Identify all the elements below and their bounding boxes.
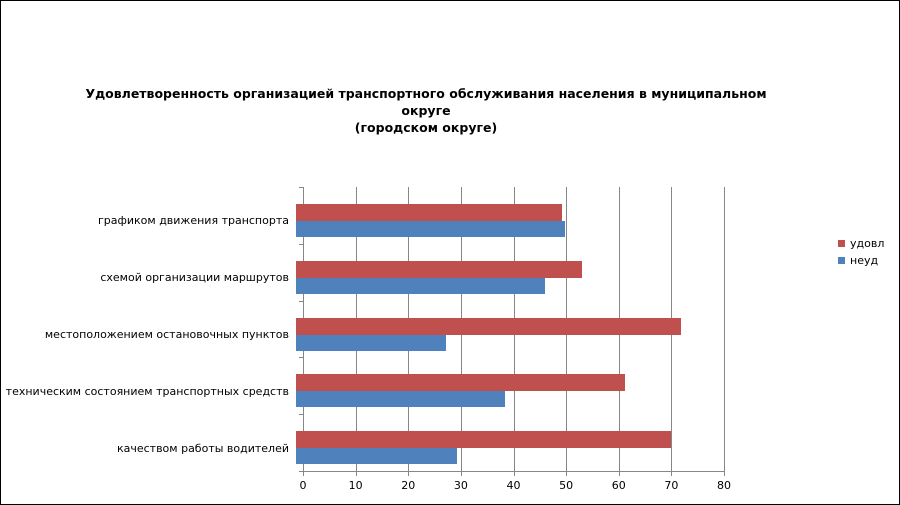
category-label: графиком движения транспорта [97,214,289,228]
y-axis-tick [299,471,303,472]
x-axis-tick [566,472,568,476]
bar-неуд [296,448,457,465]
legend-swatch [838,240,845,247]
category-row: местоположением остановочных пунктов [1,301,724,358]
x-axis-tick-label: 40 [506,479,521,492]
x-axis-tick [671,472,673,476]
legend-entry: удовл [838,237,884,250]
x-axis-tick [460,472,462,476]
category-label: техническим состоянием транспортных сред… [5,384,289,398]
bar-неуд [296,334,446,351]
bar-неуд [296,391,505,408]
category-bars [296,357,724,414]
y-axis-tick [299,243,303,245]
gridline [724,187,725,471]
chart-title-line-2: (городском округе) [354,120,498,135]
x-axis-tick-label: 20 [401,479,416,492]
x-axis-tick-label: 0 [299,479,307,492]
x-axis-tick [408,472,410,476]
x-axis-tick [724,472,725,476]
category-row: техническим состоянием транспортных сред… [1,357,724,414]
category-bars [296,301,724,358]
x-axis-tick [355,472,357,476]
category-bars [296,187,724,244]
category-bars [296,244,724,301]
x-axis-tick [303,472,304,476]
legend-label: неуд [850,254,879,267]
legend: удовл неуд [838,237,884,271]
x-axis-tick-label: 30 [453,479,468,492]
category-row: графиком движения транспорта [1,187,724,244]
bar-удовл [296,204,562,221]
y-axis-tick [299,187,303,188]
y-axis-tick [299,414,303,416]
category-bars [296,414,724,471]
legend-entry: неуд [838,254,884,267]
chart-title: Удовлетворенность организацией транспорт… [61,85,791,136]
x-axis-tick-label: 80 [717,479,731,492]
category-label: местоположением остановочных пунктов [44,327,289,341]
y-axis-tick [299,357,303,359]
category-label: схемой организации маршрутов [100,271,289,285]
x-axis-tick-label: 10 [348,479,363,492]
category-rows: графиком движения транспорта схемой орган… [1,187,724,471]
x-axis-labels: 0 10 20 30 40 50 60 70 80 [300,479,732,493]
x-axis-tick [513,472,515,476]
chart-title-line-1: Удовлетворенность организацией транспорт… [85,86,767,118]
bar-неуд [296,221,566,237]
bar-удовл [296,317,682,335]
bar-удовл [296,374,626,392]
x-axis-tick-label: 60 [611,479,626,492]
category-row: качеством работы водителей [1,414,724,471]
x-axis-tick-label: 50 [559,479,574,492]
x-axis-tick-label: 70 [664,479,679,492]
category-row: схемой организации маршрутов [1,244,724,301]
bar-удовл [296,431,671,449]
category-label: качеством работы водителей [116,441,289,455]
y-axis-tick [299,300,303,302]
legend-swatch [838,257,845,264]
legend-label: удовл [850,237,885,250]
x-axis-tick [618,472,620,476]
bar-неуд [296,277,545,294]
bar-удовл [296,260,583,278]
